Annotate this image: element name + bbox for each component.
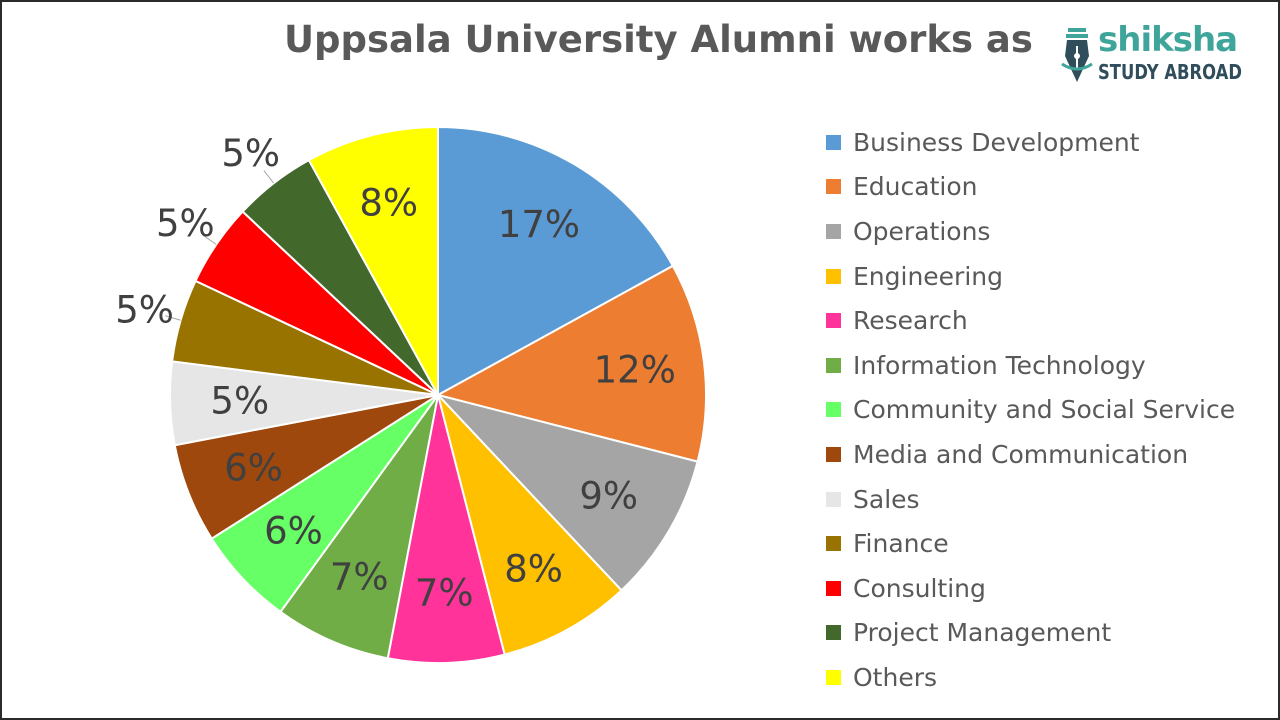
pie-value-label: 17%: [498, 203, 580, 246]
chart-title: Uppsala University Alumni works as: [284, 18, 1033, 61]
legend-item: Education: [826, 165, 1235, 210]
legend-item: Finance: [826, 521, 1235, 566]
legend-label: Information Technology: [853, 350, 1146, 380]
pie-value-label: 9%: [579, 474, 638, 517]
legend-label: Project Management: [853, 618, 1112, 648]
legend-label: Others: [853, 662, 938, 692]
pie-value-label: 6%: [224, 447, 283, 490]
pie-value-label: 5%: [156, 202, 215, 245]
legend-item: Operations: [826, 209, 1235, 254]
legend-label: Operations: [853, 216, 991, 246]
legend-swatch: [826, 580, 841, 596]
legend-item: Consulting: [826, 566, 1235, 611]
leader-line: [263, 170, 275, 184]
pie-value-label: 8%: [359, 181, 418, 224]
pie-value-label: 12%: [594, 349, 676, 392]
legend-swatch: [826, 223, 841, 239]
legend-swatch: [826, 625, 841, 641]
shiksha-logo: shiksha STUDY ABROAD: [1060, 20, 1250, 90]
legend-swatch: [826, 491, 841, 507]
pie-value-label: 7%: [330, 556, 389, 599]
pie-value-label: 5%: [115, 288, 174, 331]
pie-value-label: 5%: [221, 132, 280, 175]
legend-item: Sales: [826, 477, 1235, 522]
legend-label: Business Development: [853, 127, 1140, 157]
leader-line: [165, 315, 181, 321]
pie-slice-operations: [434, 393, 699, 592]
legend-item: Media and Communication: [826, 432, 1235, 477]
legend-item: Others: [826, 655, 1235, 700]
pie-slice-engineering: [437, 394, 623, 656]
legend-swatch: [826, 357, 841, 373]
legend-label: Consulting: [853, 573, 986, 603]
legend-swatch: [826, 268, 841, 284]
legend-item: Community and Social Service: [826, 388, 1235, 433]
legend-swatch: [826, 134, 841, 150]
logo-subtitle: STUDY ABROAD: [1098, 60, 1242, 84]
legend-item: Research: [826, 298, 1235, 343]
pie-slice-information-technology: [279, 394, 439, 660]
legend-label: Finance: [853, 529, 949, 559]
legend-swatch: [826, 536, 841, 552]
legend-swatch: [826, 669, 841, 685]
legend-swatch: [826, 313, 841, 329]
legend-item: Project Management: [826, 611, 1235, 656]
logo-wordmark: shiksha: [1098, 20, 1238, 60]
legend-item: Business Development: [826, 120, 1235, 165]
legend-label: Sales: [853, 484, 920, 514]
pie-value-label: 5%: [210, 380, 269, 423]
pie-value-label: 6%: [264, 509, 323, 552]
legend-item: Engineering: [826, 254, 1235, 299]
pie-slice-business-development: [437, 125, 675, 397]
chart-legend: Business Development Education Operations E…: [826, 120, 1235, 700]
chart-title-wrap: Uppsala University Alumni works as: [284, 18, 1033, 61]
legend-swatch: [826, 179, 841, 195]
legend-label: Research: [853, 306, 968, 336]
legend-label: Engineering: [853, 261, 1003, 291]
pie-slice-education: [435, 264, 707, 463]
pie-slice-others: [307, 125, 439, 396]
legend-label: Community and Social Service: [853, 395, 1236, 425]
pen-nib-icon: [1061, 28, 1093, 82]
legend-label: Education: [853, 172, 978, 202]
legend-swatch: [826, 402, 841, 418]
pie-slice-research: [386, 394, 506, 664]
pie-value-label: 7%: [415, 572, 474, 615]
legend-label: Media and Communication: [853, 439, 1189, 469]
leader-line: [202, 234, 217, 245]
pie-value-label: 8%: [504, 547, 563, 590]
legend-item: Information Technology: [826, 343, 1235, 388]
legend-swatch: [826, 446, 841, 462]
